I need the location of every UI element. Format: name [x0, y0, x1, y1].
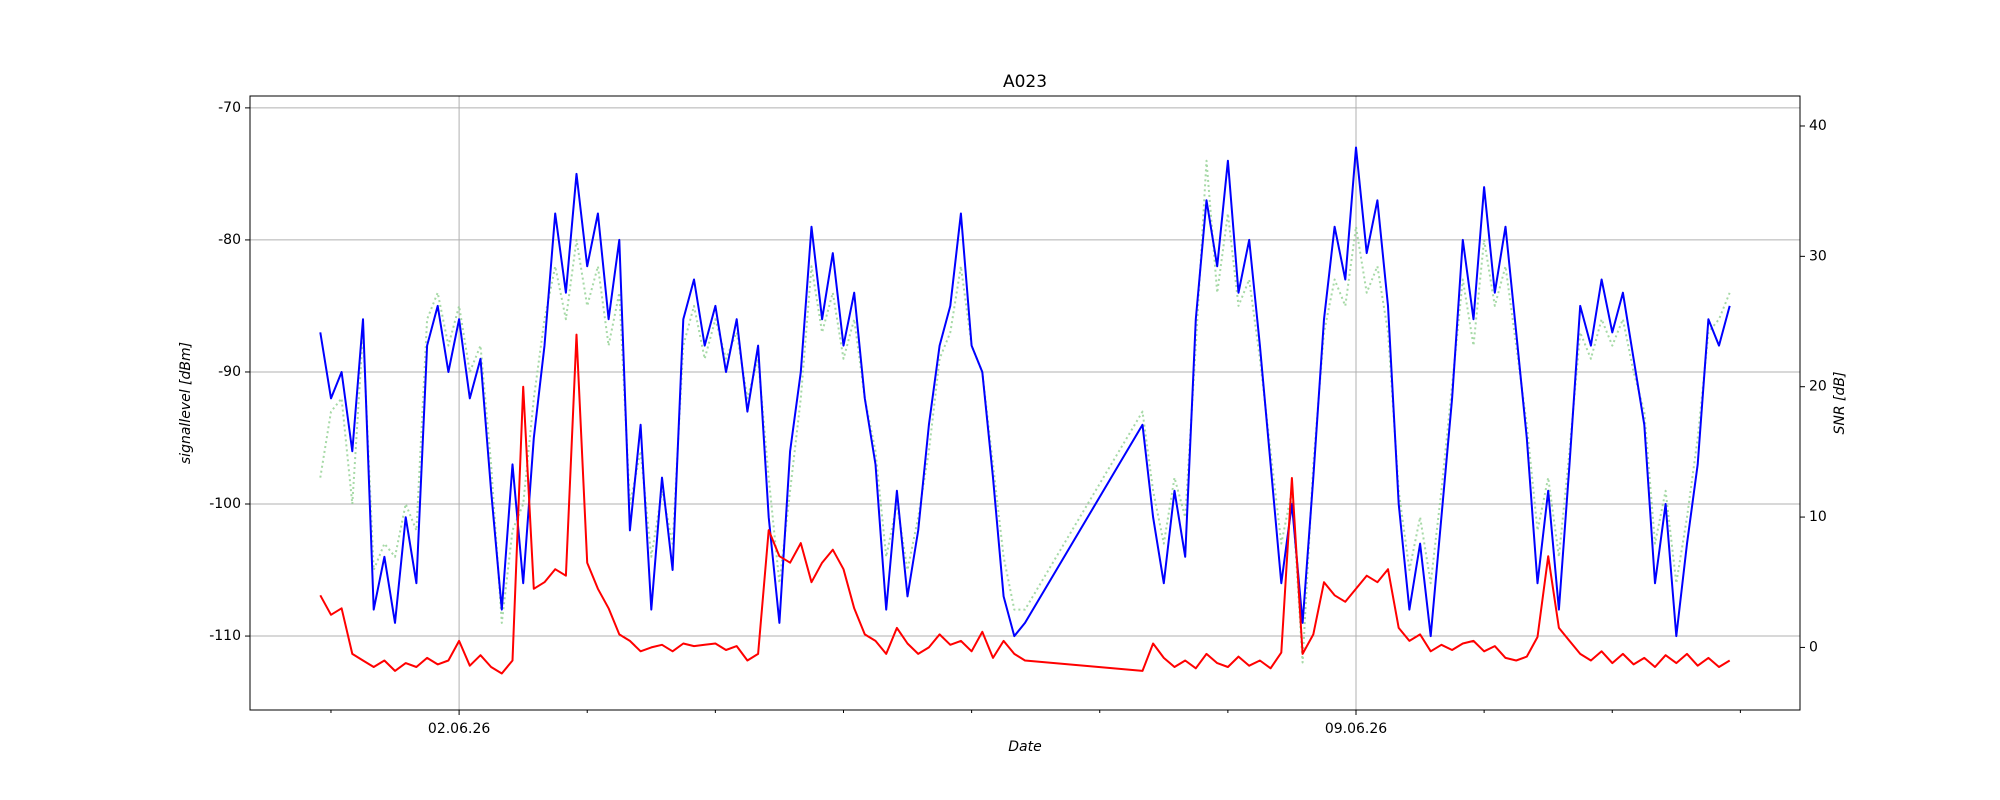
y-axis-label: signallevel [dBm] — [178, 342, 194, 464]
y2-axis-label: SNR [dB] — [1832, 372, 1848, 435]
y2-tick-label: 10 — [1809, 509, 1827, 525]
data-line — [319, 159, 1731, 664]
y-tick-label: -110 — [209, 628, 241, 644]
y2-tick-label: 0 — [1809, 639, 1818, 655]
x-tick-label: 02.06.26 — [428, 721, 490, 737]
plot-frame — [249, 95, 1801, 711]
y2-tick-label: 30 — [1809, 248, 1827, 264]
x-tick-label: 09.06.26 — [1325, 721, 1387, 737]
y2-tick-label: 20 — [1809, 379, 1827, 395]
data-line — [319, 146, 1731, 638]
y-tick-label: -80 — [218, 232, 241, 248]
y-tick-label: -90 — [218, 364, 241, 380]
y-tick-label: -100 — [209, 496, 241, 512]
data-line — [319, 333, 1731, 675]
chart-title: A023 — [1003, 72, 1047, 92]
y2-tick-label: 40 — [1809, 118, 1827, 134]
x-axis-label: Date — [1008, 739, 1041, 755]
y-tick-label: -70 — [218, 100, 241, 116]
